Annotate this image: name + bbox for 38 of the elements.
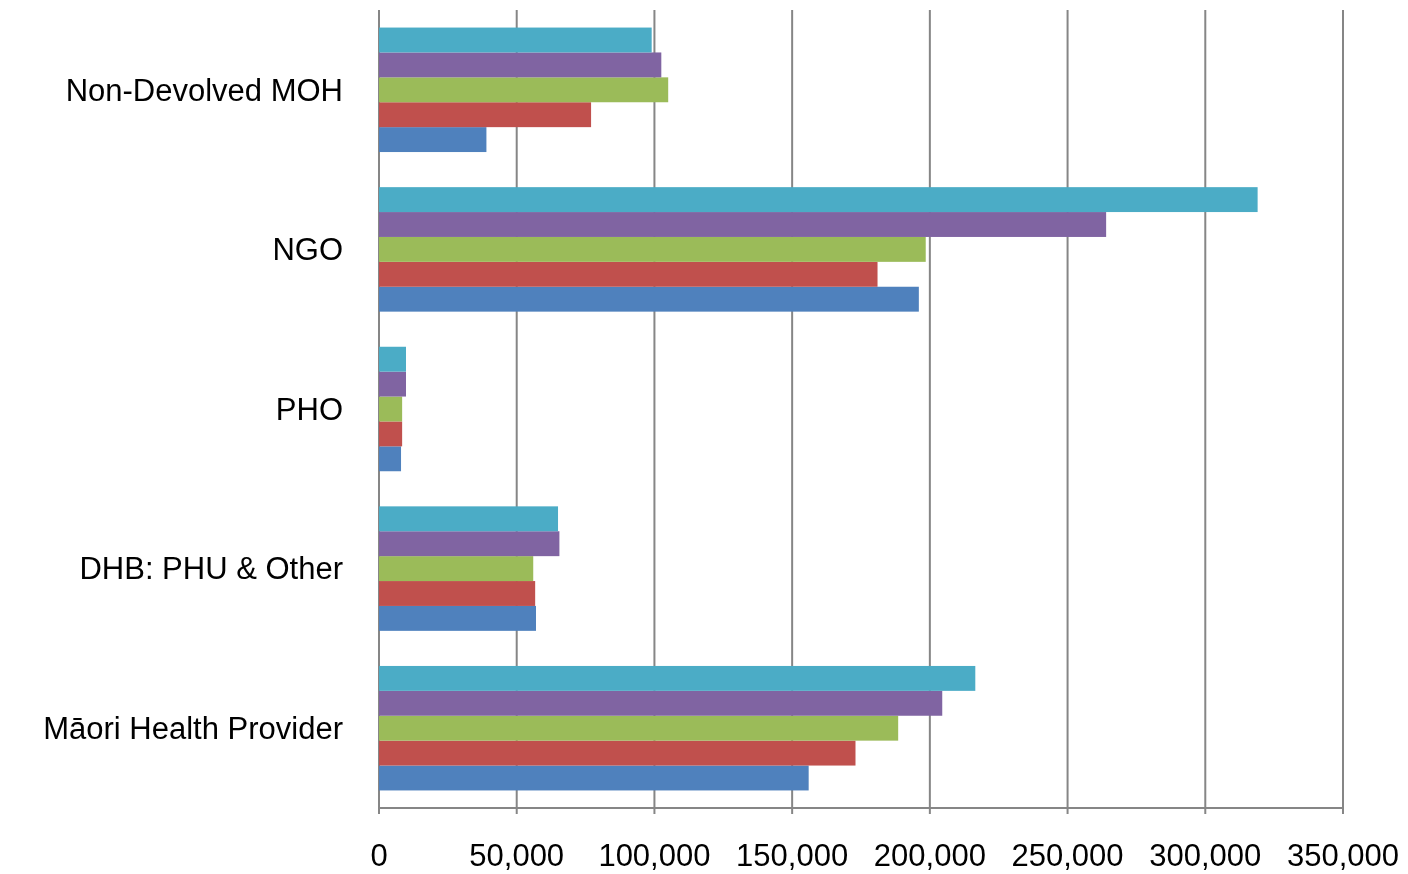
bar bbox=[379, 421, 403, 447]
x-tick-label: 200,000 bbox=[873, 838, 986, 873]
bar bbox=[379, 665, 976, 691]
y-tick-label: Non-Devolved MOH bbox=[65, 72, 343, 108]
bar bbox=[379, 690, 943, 716]
bar bbox=[379, 127, 487, 153]
bar bbox=[379, 102, 592, 128]
bar bbox=[379, 286, 919, 312]
bar bbox=[379, 556, 534, 582]
x-tick-label: 350,000 bbox=[1286, 838, 1400, 873]
bar bbox=[379, 531, 560, 557]
y-tick-label: PHO bbox=[275, 391, 343, 427]
bar bbox=[379, 765, 809, 791]
bar bbox=[379, 187, 1258, 213]
bar bbox=[379, 261, 878, 287]
bar bbox=[379, 605, 536, 631]
bar bbox=[379, 715, 899, 741]
x-tick-label: 0 bbox=[370, 838, 388, 873]
bar bbox=[379, 27, 652, 53]
x-tick-label: 250,000 bbox=[1011, 838, 1124, 873]
bar bbox=[379, 371, 406, 397]
bar bbox=[379, 236, 926, 262]
bar bbox=[379, 346, 406, 372]
x-tick-label: 150,000 bbox=[736, 838, 849, 873]
bar bbox=[379, 581, 536, 606]
x-tick-label: 300,000 bbox=[1149, 838, 1262, 873]
bar bbox=[379, 446, 402, 472]
bar bbox=[379, 396, 403, 422]
bar bbox=[379, 212, 1107, 237]
y-tick-label: Māori Health Provider bbox=[43, 711, 343, 747]
bar bbox=[379, 506, 559, 532]
x-tick-label: 50,000 bbox=[469, 838, 565, 873]
bar bbox=[379, 77, 669, 103]
y-tick-label: NGO bbox=[272, 232, 343, 268]
bar bbox=[379, 52, 662, 78]
x-tick-label: 100,000 bbox=[598, 838, 711, 873]
bar bbox=[379, 740, 856, 766]
y-tick-label: DHB: PHU & Other bbox=[79, 551, 343, 587]
